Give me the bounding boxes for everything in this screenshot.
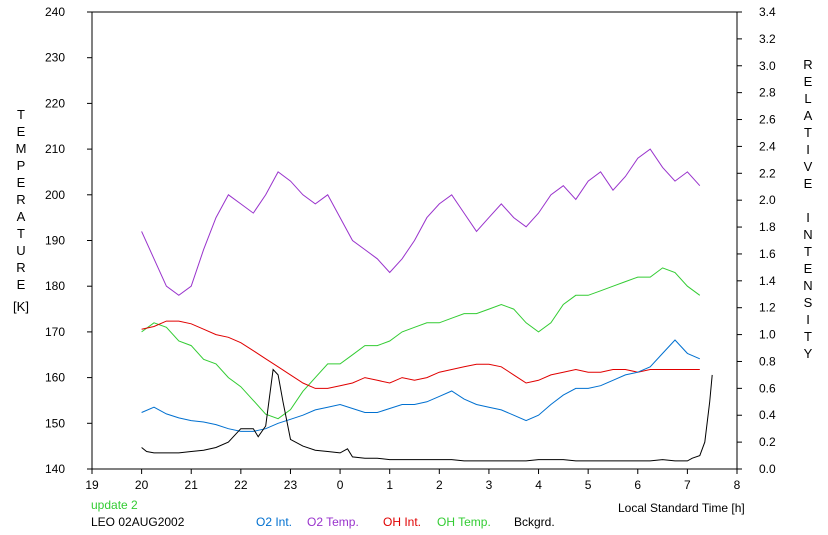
y-right-tick-label: 2.4 xyxy=(759,139,776,153)
y-left-tick-label: 180 xyxy=(45,279,65,293)
y-right-tick-label: 2.6 xyxy=(759,113,776,127)
x-tick-label: 2 xyxy=(436,478,443,492)
y-left-tick-label: 210 xyxy=(45,142,65,156)
y-axis-left: 140 150 160 170 180 190 200 210 220 230 240 xyxy=(45,5,92,476)
y-left-tick-label: 150 xyxy=(45,416,65,430)
x-tick-label: 4 xyxy=(535,478,542,492)
x-tick-label: 6 xyxy=(634,478,641,492)
legend-bckgrd: Bckgrd. xyxy=(514,515,555,529)
x-tick-label: 23 xyxy=(284,478,298,492)
y-left-tick-label: 240 xyxy=(45,5,65,19)
y-left-tick-label: 200 xyxy=(45,188,65,202)
y-right-tick-label: 0.2 xyxy=(759,435,776,449)
series-lines xyxy=(141,148,713,462)
legend-o2-int: O2 Int. xyxy=(256,515,293,529)
y-right-tick-label: 1.0 xyxy=(759,328,776,342)
x-tick-label: 5 xyxy=(585,478,592,492)
legend-oh-temp: OH Temp. xyxy=(437,515,491,529)
series-o2-temp xyxy=(141,148,701,296)
series-oh-int xyxy=(141,320,700,389)
y-right-tick-label: 1.4 xyxy=(759,274,776,288)
location-date-label: LEO 02AUG2002 xyxy=(91,515,185,529)
y-left-tick-label: 230 xyxy=(45,51,65,65)
x-tick-label: 20 xyxy=(135,478,149,492)
series-bckgrd xyxy=(141,368,713,462)
y-axis-right: 0.0 0.2 0.4 0.6 0.8 1.0 1.2 1.4 1.6 1.8 2.0 2.2 2.4 2… xyxy=(737,5,776,476)
y-right-tick-label: 0.0 xyxy=(759,462,776,476)
y-left-tick-label: 170 xyxy=(45,325,65,339)
x-tick-label: 8 xyxy=(734,478,741,492)
legend-oh-int: OH Int. xyxy=(383,515,422,529)
update-label: update 2 xyxy=(91,498,138,512)
y-right-tick-label: 1.8 xyxy=(759,220,776,234)
x-tick-label: 3 xyxy=(486,478,493,492)
legend-o2-temp: O2 Temp. xyxy=(307,515,359,529)
y-right-tick-label: 3.2 xyxy=(759,32,776,46)
x-axis: 19 20 21 22 23 0 1 2 3 4 5 6 7 8 xyxy=(85,469,741,492)
y-right-tick-label: 2.0 xyxy=(759,193,776,207)
x-tick-label: 1 xyxy=(386,478,393,492)
y-right-tick-label: 2.8 xyxy=(759,86,776,100)
y-axis-left-unit: [K] xyxy=(13,299,29,314)
y-right-tick-label: 0.6 xyxy=(759,381,776,395)
y-right-tick-label: 1.2 xyxy=(759,301,776,315)
x-tick-label: 22 xyxy=(234,478,248,492)
y-left-tick-label: 220 xyxy=(45,96,65,110)
x-tick-label: 21 xyxy=(185,478,199,492)
x-tick-label: 0 xyxy=(337,478,344,492)
x-tick-label: 19 xyxy=(85,478,99,492)
y-left-tick-label: 160 xyxy=(45,371,65,385)
y-right-tick-label: 3.0 xyxy=(759,59,776,73)
x-tick-label: 7 xyxy=(684,478,691,492)
y-right-tick-label: 3.4 xyxy=(759,5,776,19)
y-left-tick-label: 190 xyxy=(45,234,65,248)
y-right-tick-label: 0.4 xyxy=(759,408,776,422)
y-right-tick-label: 1.6 xyxy=(759,247,776,261)
y-right-tick-label: 0.8 xyxy=(759,354,776,368)
y-left-tick-label: 140 xyxy=(45,462,65,476)
series-o2-int xyxy=(141,339,700,432)
series-oh-temp xyxy=(141,267,701,420)
x-axis-label: Local Standard Time [h] xyxy=(618,501,745,515)
y-right-tick-label: 2.2 xyxy=(759,166,776,180)
